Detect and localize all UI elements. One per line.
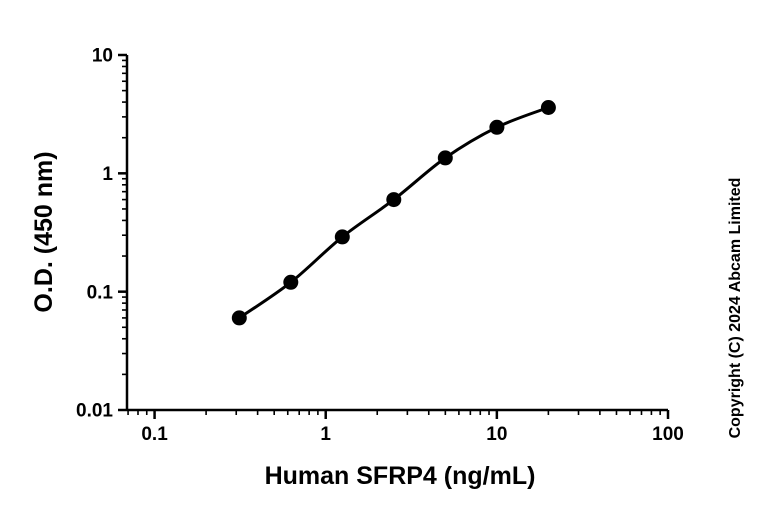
x-axis-title: Human SFRP4 (ng/mL) bbox=[265, 462, 536, 490]
data-point-marker bbox=[386, 192, 402, 208]
x-tick-label: 100 bbox=[652, 424, 684, 445]
data-point-marker bbox=[231, 310, 247, 326]
y-tick-label: 10 bbox=[92, 46, 113, 67]
x-tick-label: 0.1 bbox=[141, 424, 168, 445]
y-tick-label: 1 bbox=[102, 164, 113, 185]
data-point-marker bbox=[540, 100, 556, 115]
y-tick-label: 0.01 bbox=[76, 401, 113, 422]
data-point-marker bbox=[489, 119, 505, 135]
copyright-text: Copyright (C) 2024 Abcam Limited bbox=[727, 178, 744, 439]
x-tick-label: 1 bbox=[320, 424, 331, 445]
x-tick-label: 10 bbox=[486, 424, 507, 445]
y-axis-title: O.D. (450 nm) bbox=[30, 151, 58, 312]
y-tick-label: 0.1 bbox=[87, 282, 114, 303]
data-point-marker bbox=[334, 229, 350, 245]
plot-area: 0.1 1 10 100 0.01 0.1 1 10 bbox=[76, 46, 684, 445]
data-point-marker bbox=[283, 274, 299, 290]
data-point-marker bbox=[437, 150, 453, 166]
